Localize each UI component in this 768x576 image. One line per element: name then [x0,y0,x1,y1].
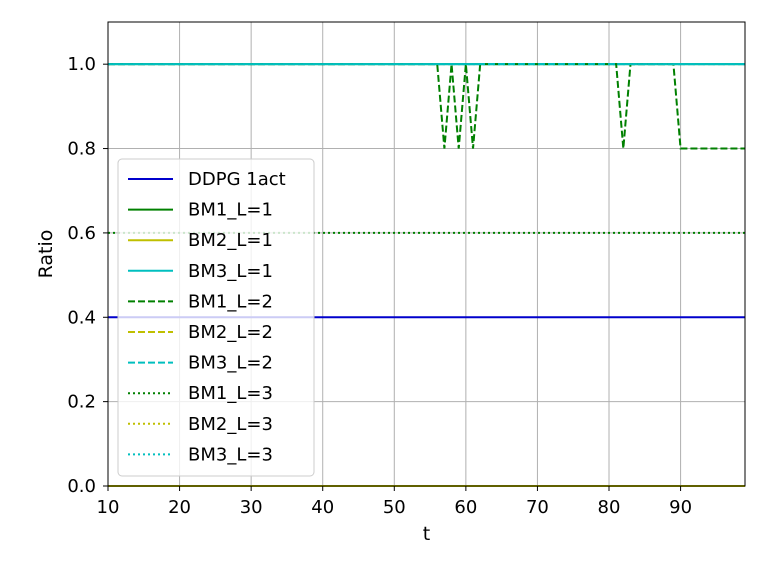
x-tick-label-6: 70 [526,497,549,518]
x-tick-label-0: 10 [97,497,120,518]
x-tick-label-1: 20 [168,497,191,518]
x-tick-label-2: 30 [240,497,263,518]
series-line-4 [108,63,745,150]
legend-label-6: BM3_L=2 [188,353,273,374]
x-tick-label-7: 80 [598,497,621,518]
plot-area-frame [107,21,746,487]
x-tick-label-5: 60 [454,497,477,518]
legend-box [117,158,315,477]
legend-label-1: BM1_L=1 [188,200,273,221]
y-tick-label-0: 0.0 [67,476,96,497]
axis-ticks: 10 20 30 40 50 60 70 80 90 0.0 0.2 0.4 0.6 0.8 1.0 [67,54,692,518]
y-tick-label-4: 0.8 [67,139,96,160]
y-tick-label-3: 0.6 [67,223,96,244]
x-tick-label-3: 40 [311,497,334,518]
y-axis-label: Ratio [35,230,57,279]
legend-label-9: BM3_L=3 [188,444,273,465]
legend-label-7: BM1_L=3 [188,383,273,404]
y-tick-label-5: 1.0 [67,54,96,75]
legend: DDPG 1act BM1_L=1 BM2_L=1 BM3_L=1 BM1_L=2 BM2… [117,158,315,477]
legend-label-3: BM3_L=1 [188,261,273,282]
legend-label-5: BM2_L=2 [188,322,273,343]
y-tick-label-1: 0.2 [67,392,96,413]
legend-label-8: BM2_L=3 [188,414,273,435]
legend-label-0: DDPG 1act [188,169,286,190]
legend-label-4: BM1_L=2 [188,291,273,312]
y-tick-label-2: 0.4 [67,307,96,328]
x-tick-label-8: 90 [669,497,692,518]
legend-label-2: BM2_L=1 [188,230,273,251]
x-axis-label: t [423,523,430,545]
x-tick-label-4: 50 [383,497,406,518]
